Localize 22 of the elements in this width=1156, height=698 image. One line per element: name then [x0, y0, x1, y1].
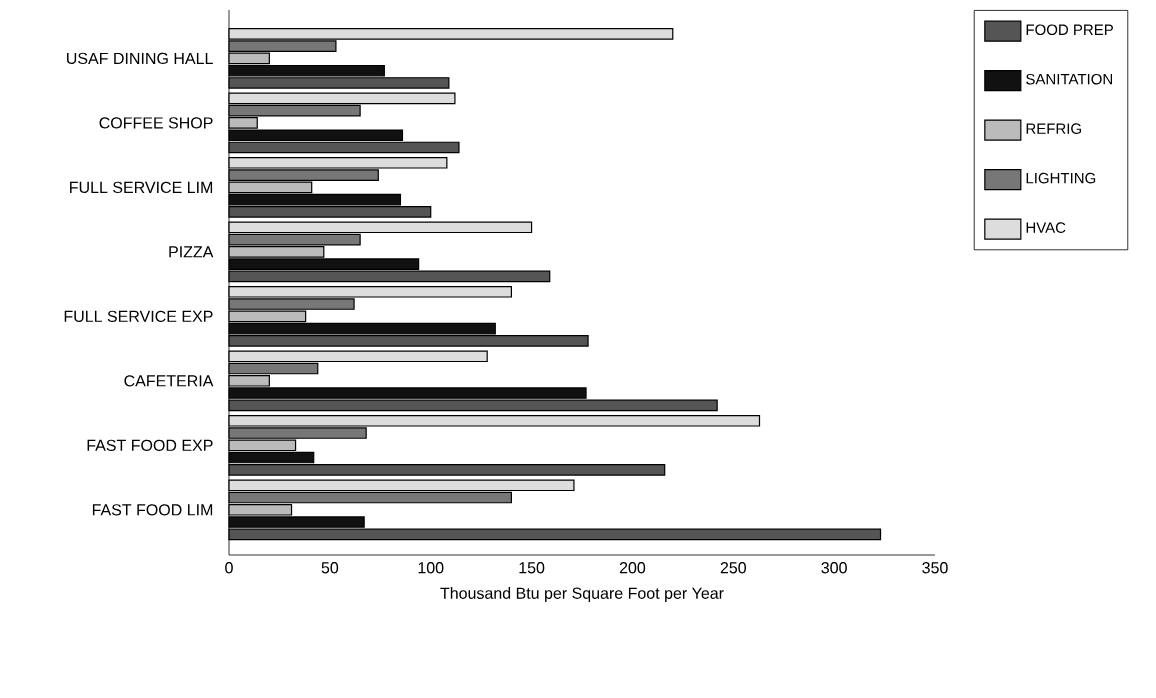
y-tick-label: CAFETERIA: [124, 375, 214, 387]
y-tick-label: COFFEE SHOP: [99, 117, 213, 129]
x-tick-label: 300: [821, 562, 847, 574]
y-tick-label: USAF DINING HALL: [67, 52, 213, 65]
y-tick-label: FULL SERVICE EXP: [64, 310, 213, 323]
x-tick-label: 0: [225, 562, 233, 574]
y-tick-label: FAST FOOD LIM: [92, 504, 213, 516]
x-tick-label: 100: [418, 562, 444, 574]
y-tick-label: PIZZA: [169, 246, 214, 258]
y-tick-label: FAST FOOD EXP: [87, 439, 213, 452]
y-tick-label: FULL SERVICE LIM: [70, 181, 213, 194]
x-tick-label: 250: [720, 562, 747, 574]
x-axis-title: Thousand Btu per Square Foot per Year: [440, 587, 724, 603]
legend-label: FOOD PREP: [1026, 24, 1113, 36]
x-tick-label: 350: [922, 562, 948, 574]
legend-label: SANITATION: [1026, 73, 1112, 85]
x-tick-label: 200: [619, 562, 646, 574]
legend-label: LIGHTING: [1026, 172, 1096, 184]
legend-label: REFRIG: [1026, 123, 1081, 134]
x-tick-label: 150: [519, 562, 545, 574]
x-tick-label: 50: [321, 562, 339, 574]
legend-label: HVAC: [1026, 222, 1066, 233]
